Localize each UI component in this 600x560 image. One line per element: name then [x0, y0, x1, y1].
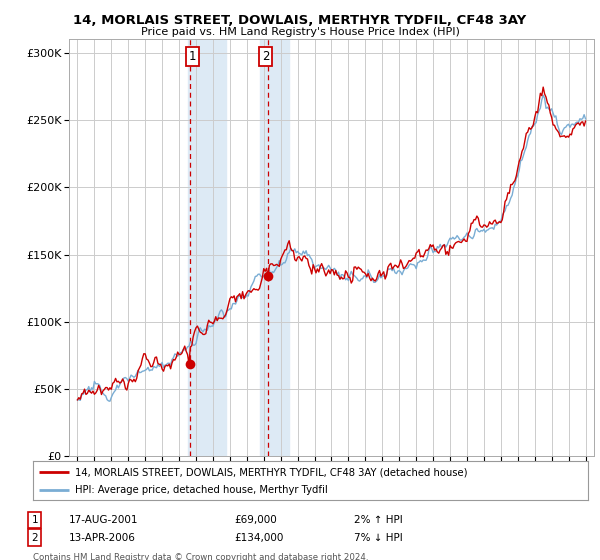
Text: £69,000: £69,000	[234, 515, 277, 525]
Text: 17-AUG-2001: 17-AUG-2001	[69, 515, 139, 525]
Bar	[260, 39, 289, 456]
Text: 2: 2	[31, 533, 38, 543]
Text: 14, MORLAIS STREET, DOWLAIS, MERTHYR TYDFIL, CF48 3AY: 14, MORLAIS STREET, DOWLAIS, MERTHYR TYD…	[73, 14, 527, 27]
Text: 2: 2	[262, 50, 269, 63]
Text: 13-APR-2006: 13-APR-2006	[69, 533, 136, 543]
Text: 1: 1	[189, 50, 196, 63]
Text: 1: 1	[31, 515, 38, 525]
Text: 2% ↑ HPI: 2% ↑ HPI	[354, 515, 403, 525]
Text: Price paid vs. HM Land Registry's House Price Index (HPI): Price paid vs. HM Land Registry's House …	[140, 27, 460, 37]
Text: Contains HM Land Registry data © Crown copyright and database right 2024.
This d: Contains HM Land Registry data © Crown c…	[33, 553, 368, 560]
Text: £134,000: £134,000	[234, 533, 283, 543]
Text: 14, MORLAIS STREET, DOWLAIS, MERTHYR TYDFIL, CF48 3AY (detached house): 14, MORLAIS STREET, DOWLAIS, MERTHYR TYD…	[74, 467, 467, 477]
Text: HPI: Average price, detached house, Merthyr Tydfil: HPI: Average price, detached house, Mert…	[74, 485, 328, 495]
Bar	[188, 39, 226, 456]
Text: 7% ↓ HPI: 7% ↓ HPI	[354, 533, 403, 543]
